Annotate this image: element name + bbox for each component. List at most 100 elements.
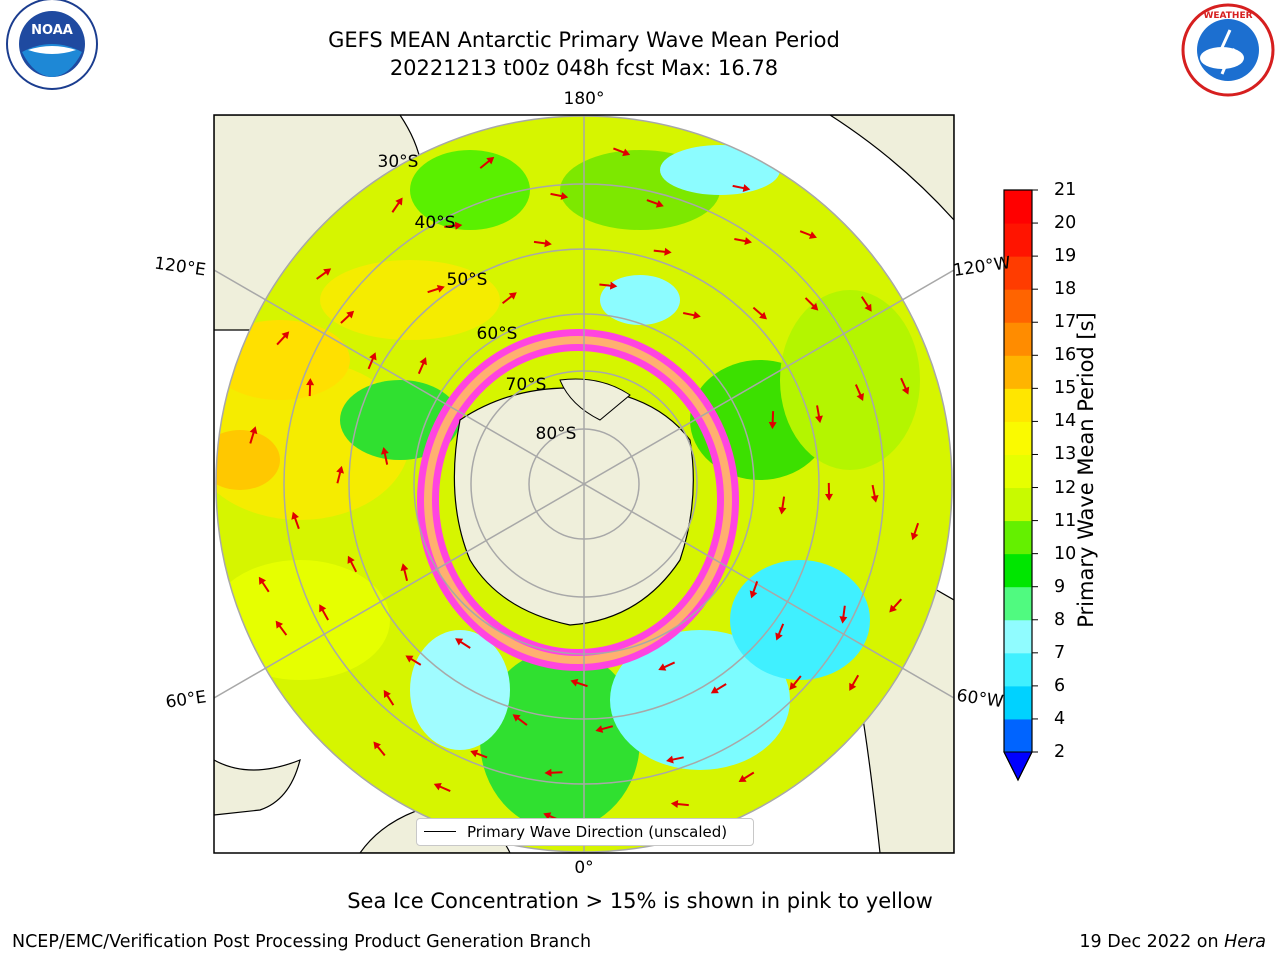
wave-direction-arrowhead [864, 303, 872, 312]
noaa-logo: NOAA [6, 0, 98, 90]
colorbar-segment [1004, 421, 1032, 455]
colorbar-segment [1004, 652, 1032, 687]
colorbar-label: Primary Wave Mean Period [s] [1074, 312, 1098, 628]
legend-line-icon [424, 831, 456, 832]
wave-direction-arrowhead [815, 415, 823, 424]
wave-direction-arrowhead [380, 447, 389, 455]
colorbar-tick-label: 11 [1054, 510, 1077, 531]
wave-direction-arrowhead [405, 655, 414, 663]
wave-direction-arrowhead [749, 590, 758, 599]
lat-label-80s: 80°S [535, 424, 577, 444]
colorbar-segment [1004, 289, 1032, 323]
footer-branch: NCEP/EMC/Verification Post Processing Pr… [12, 932, 592, 952]
colorbar-segment [1004, 487, 1032, 522]
wave-direction-arrowhead [275, 620, 284, 629]
wave-direction-arrowhead [400, 563, 409, 572]
colorbar-segment [1004, 355, 1032, 389]
wave-direction-arrowhead [395, 197, 403, 206]
colorbar-tick-label: 16 [1054, 345, 1077, 366]
wave-direction-arrowhead [744, 237, 753, 245]
wave-direction-arrowhead [454, 221, 463, 230]
lat-label-40s: 40°S [414, 213, 456, 233]
colorbar-segment [1004, 223, 1032, 257]
wave-direction-arrows [249, 147, 920, 822]
nws-logo: WEATHER [1181, 3, 1275, 97]
wave-direction-arrowhead [808, 231, 817, 239]
lon-label-180: 180° [563, 89, 605, 109]
colorbar-segment [1004, 520, 1032, 555]
wave-direction-arrowhead [346, 310, 355, 319]
lat-label-50s: 50°S [446, 270, 488, 290]
wave-direction-arrowhead [560, 192, 569, 200]
wave-period-field [216, 145, 920, 830]
wave-direction-arrowhead [543, 812, 552, 820]
wave-direction-arrowhead [693, 311, 701, 320]
wave-direction-arrowhead [658, 663, 667, 671]
wave-direction-arrowhead [258, 576, 267, 585]
wave-direction-arrowhead [470, 749, 479, 758]
lat-label-30s: 30°S [377, 152, 419, 172]
colorbar-tick-label: 2 [1054, 742, 1066, 762]
colorbar-tick-label: 19 [1054, 246, 1077, 267]
colorbar-tick-label: 21 [1054, 180, 1077, 200]
wave-direction-arrowhead [323, 268, 332, 276]
svg-text:WEATHER: WEATHER [1203, 11, 1252, 21]
colorbar-segment [1004, 388, 1032, 422]
legend-label: Primary Wave Direction (unscaled) [467, 823, 728, 841]
colorbar-tick-label: 12 [1054, 477, 1077, 498]
colorbar-segment [1004, 619, 1032, 654]
footer-date-text: 19 Dec 2022 on [1079, 932, 1219, 952]
wave-direction-arrowhead [738, 774, 747, 783]
colorbar-tick-label: 18 [1054, 279, 1077, 300]
colorbar-tick-label: 10 [1054, 543, 1077, 564]
colorbar-tick-label: 13 [1054, 444, 1077, 465]
colorbar-segment [1004, 718, 1032, 753]
wave-direction-arrowhead [889, 604, 897, 613]
wave-direction-arrowhead [419, 357, 427, 366]
colorbar-tick-label: 9 [1054, 576, 1066, 597]
wave-direction-arrowhead [710, 686, 719, 694]
wave-direction-arrowhead [369, 352, 377, 361]
colorbar-segment [1004, 685, 1032, 720]
wave-direction-arrowhead [670, 800, 679, 809]
wave-direction-arrowhead [336, 465, 344, 474]
svg-text:NOAA: NOAA [31, 23, 73, 38]
wave-direction-arrowhead [595, 725, 604, 733]
map-frame [213, 114, 955, 854]
wave-direction-arrowhead [508, 292, 517, 300]
lon-label-0: 0° [574, 858, 594, 878]
wave-direction-arrowhead [306, 378, 315, 386]
colorbar-segment [1004, 454, 1032, 489]
wave-direction-arrowhead [664, 247, 672, 256]
colorbar-tick-label: 15 [1054, 378, 1077, 399]
wave-direction-arrowhead [433, 783, 442, 791]
wave-direction-arrowhead [436, 284, 445, 293]
wave-direction-arrowhead [609, 281, 618, 290]
colorbar-segment [1004, 322, 1032, 356]
colorbar-tick-label: 7 [1054, 642, 1066, 663]
wave-direction-arrowhead [544, 768, 552, 777]
wave-direction-arrowhead [319, 604, 327, 613]
wave-direction-arrowhead [870, 495, 879, 503]
chart-subtitle: 20221213 t00z 048h fcst Max: 16.78 [389, 56, 779, 80]
wave-direction-arrowhead [910, 532, 919, 541]
wave-direction-arrowhead [856, 393, 864, 402]
wave-direction-arrowhead [666, 755, 674, 764]
wave-direction-arrowhead [778, 506, 787, 515]
chart-title: GEFS MEAN Antarctic Primary Wave Mean Pe… [328, 28, 840, 52]
wave-direction-arrowhead [825, 493, 834, 501]
colorbar-tick-label: 8 [1054, 609, 1066, 630]
wave-direction-arrowhead [512, 714, 521, 722]
footer-date: 19 Dec 2022 on Hera [1079, 932, 1266, 952]
colorbar [1003, 189, 1038, 782]
wave-direction-arrowhead [455, 638, 464, 646]
wave-direction-arrowhead [901, 386, 910, 395]
wave-direction-arrowhead [839, 616, 848, 624]
wave-direction-arrowhead [789, 682, 798, 690]
footer-machine: Hera [1224, 932, 1266, 952]
wave-direction-arrowhead [544, 239, 552, 248]
colorbar-segment [1004, 553, 1032, 588]
wave-direction-arrowhead [249, 426, 258, 435]
colorbar-tick-label: 6 [1054, 675, 1066, 696]
